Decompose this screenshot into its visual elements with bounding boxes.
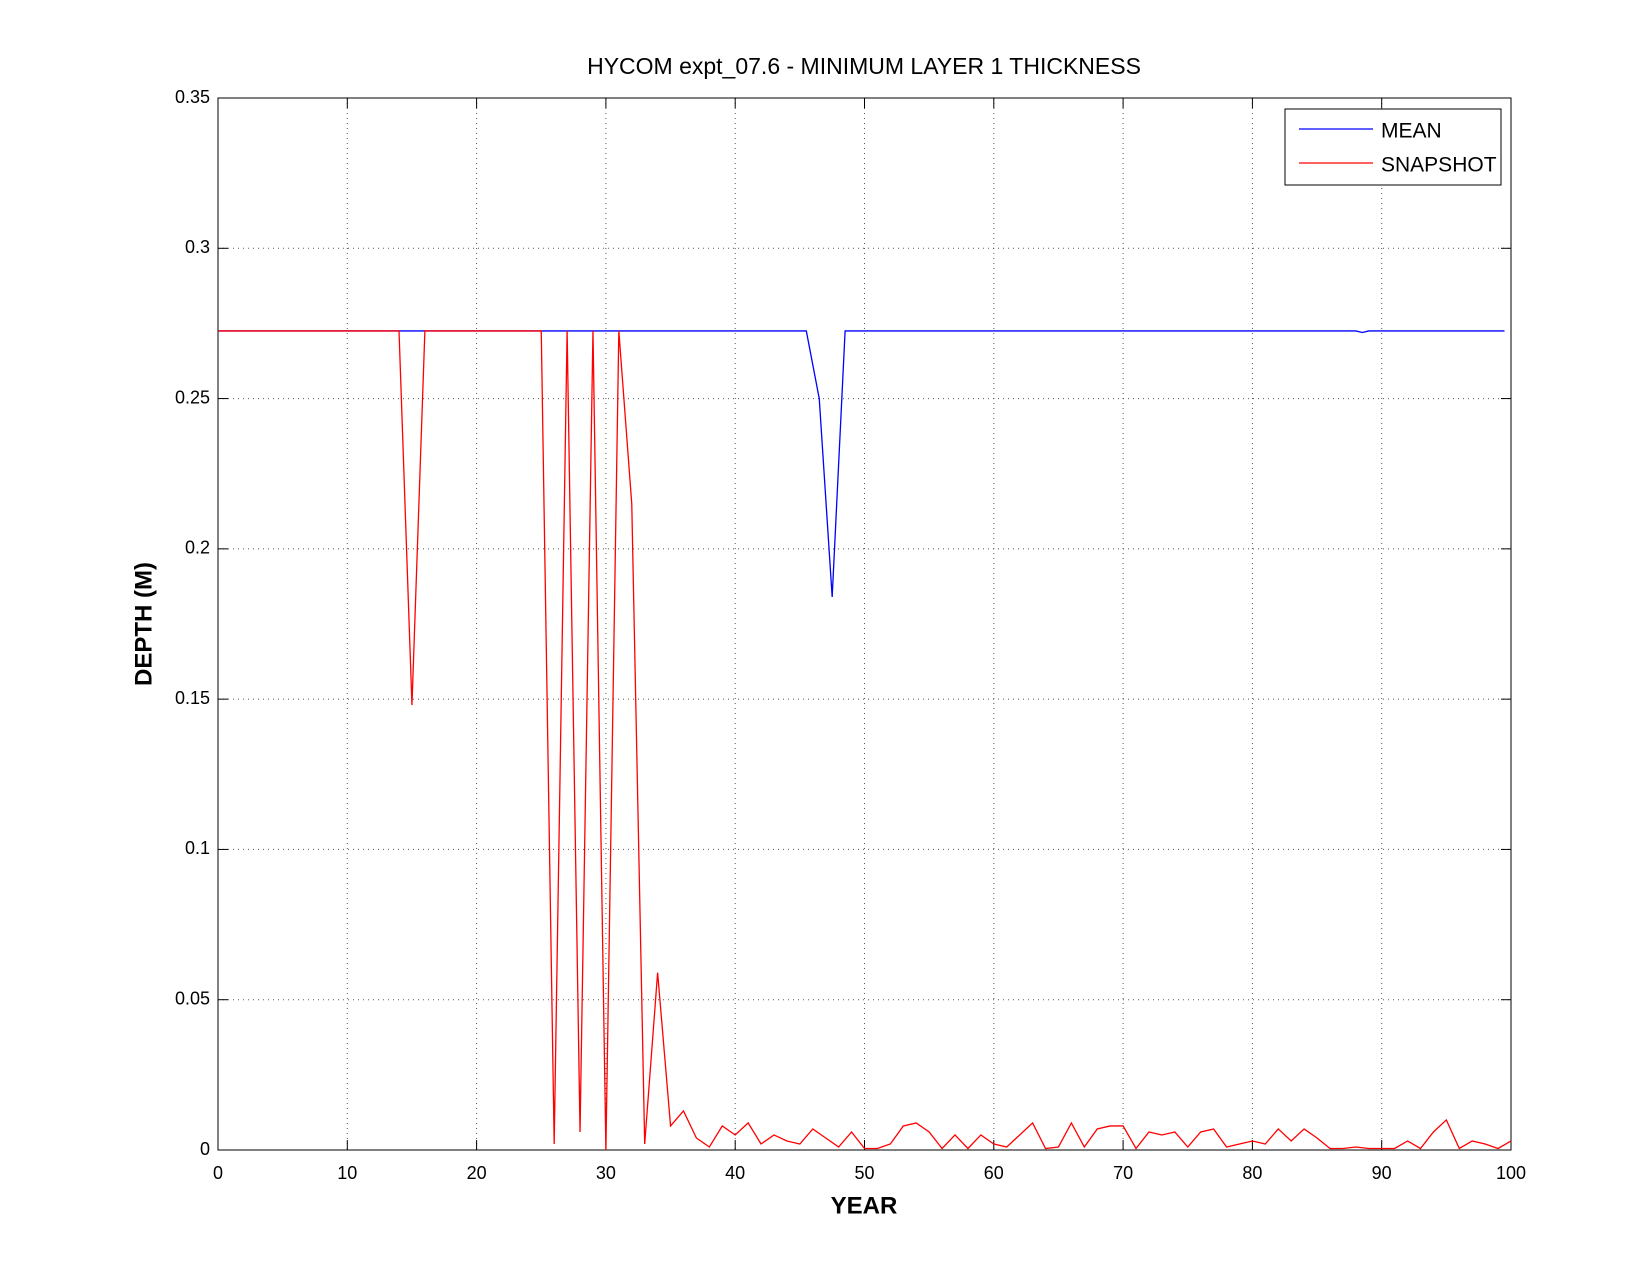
x-tick-label: 80 [1242,1163,1262,1183]
y-tick-label: 0 [200,1139,210,1159]
y-tick-label: 0.1 [185,838,210,858]
x-tick-label: 30 [596,1163,616,1183]
x-tick-label: 100 [1496,1163,1526,1183]
legend-label: SNAPSHOT [1381,154,1497,177]
chart-title: HYCOM expt_07.6 - MINIMUM LAYER 1 THICKN… [587,53,1141,79]
legend-label: MEAN [1381,120,1442,143]
series-line [218,330,1512,1151]
x-tick-label: 60 [984,1163,1004,1183]
x-tick-label: 40 [725,1163,745,1183]
y-tick-label: 0.2 [185,538,210,558]
y-tick-label: 0.15 [175,688,210,708]
x-tick-label: 10 [337,1163,357,1183]
x-tick-label: 0 [213,1163,223,1183]
y-axis-label: DEPTH (M) [130,562,157,686]
y-tick-label: 0.3 [185,237,210,257]
y-tick-label: 0.05 [175,988,210,1008]
series-line [218,330,1505,597]
plot-frame [217,97,1512,1151]
y-tick-label: 0.25 [175,387,210,407]
x-axis-label: YEAR [831,1192,898,1219]
x-tick-label: 70 [1113,1163,1133,1183]
y-tick-label: 0.35 [175,87,210,107]
x-tick-label: 50 [854,1163,874,1183]
x-tick-label: 20 [467,1163,487,1183]
legend-box [1284,108,1502,186]
x-tick-label: 90 [1372,1163,1392,1183]
